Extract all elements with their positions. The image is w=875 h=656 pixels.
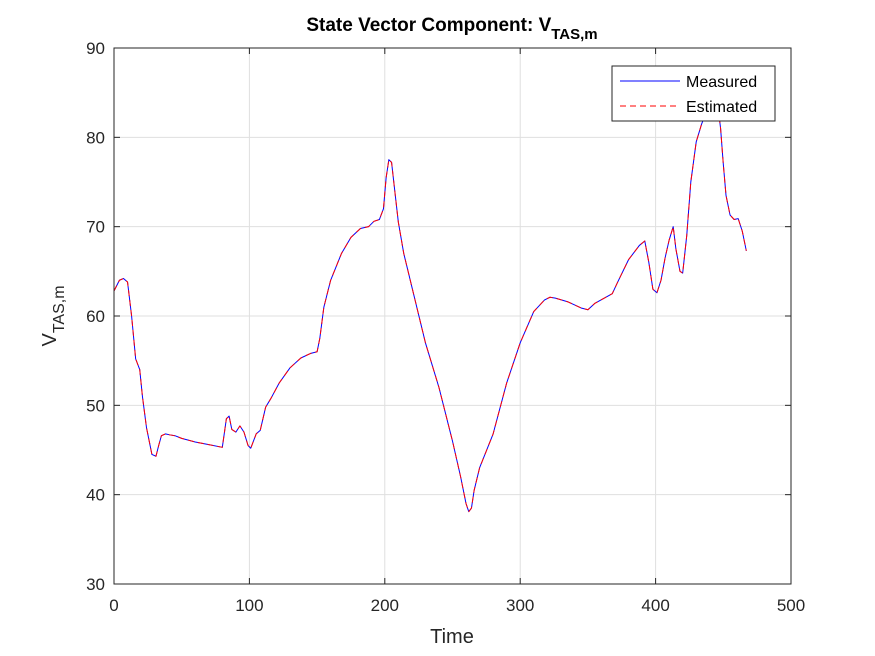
ticks — [113, 47, 792, 585]
chart-title-subscript: TAS,m — [551, 26, 597, 43]
y-tick-label: 70 — [86, 218, 105, 237]
grid — [113, 47, 792, 585]
x-axis-label: Time — [430, 626, 474, 648]
chart-title-main: State Vector Component: V — [306, 15, 551, 36]
x-tick-label: 500 — [777, 596, 805, 615]
legend: Measured Estimated — [611, 65, 776, 122]
y-axis-label-subscript: TAS,m — [51, 285, 68, 333]
chart-title: State Vector Component: VTAS,m — [306, 15, 597, 43]
y-tick-label: 30 — [86, 575, 105, 594]
series-layer — [114, 101, 747, 513]
x-tick-label: 200 — [371, 596, 399, 615]
y-tick-label: 90 — [86, 39, 105, 58]
legend-label-measured: Measured — [686, 74, 757, 91]
legend-label-estimated: Estimated — [686, 99, 757, 116]
y-tick-label: 40 — [86, 486, 105, 505]
y-tick-label: 80 — [86, 128, 105, 147]
y-tick-label: 60 — [86, 307, 105, 326]
x-tick-label: 300 — [506, 596, 534, 615]
series-line-estimated — [114, 101, 747, 513]
y-axis-label-main: V — [39, 333, 61, 347]
x-tick-label: 0 — [109, 596, 118, 615]
legend-box — [611, 65, 776, 122]
tick-labels: 0 100 200 300 400 500 30 40 50 60 70 80 90 — [86, 39, 805, 615]
x-tick-label: 400 — [641, 596, 669, 615]
y-axis-label: VTAS,m — [39, 285, 68, 346]
x-tick-label: 100 — [235, 596, 263, 615]
y-tick-label: 50 — [86, 396, 105, 415]
